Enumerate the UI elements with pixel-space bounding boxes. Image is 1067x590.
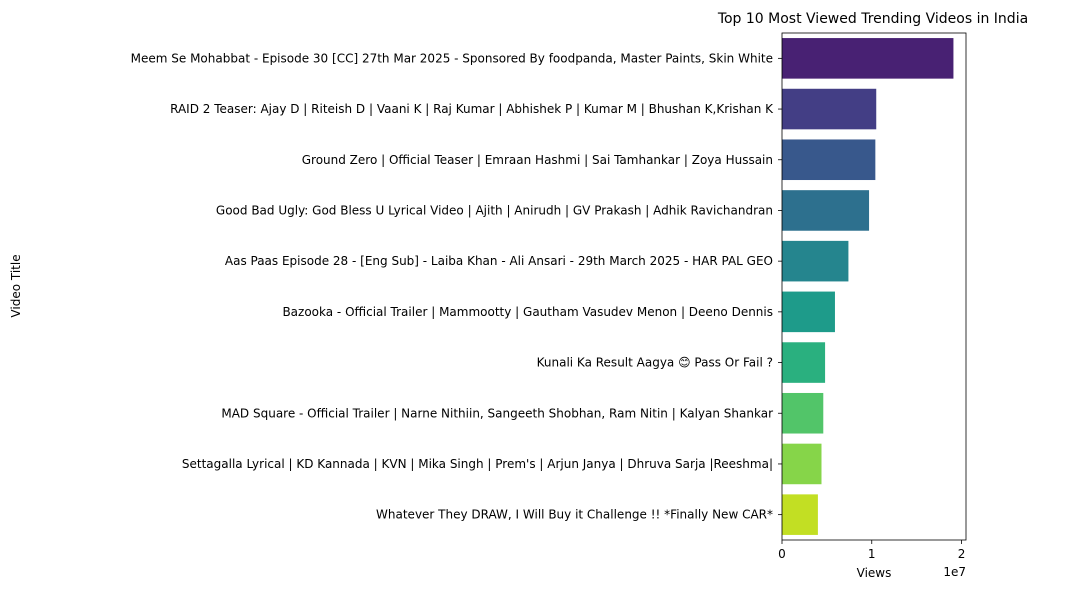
x-tick-label-1: 0	[778, 547, 786, 561]
x-axis-label: Views	[857, 566, 892, 580]
bar-5	[782, 240, 849, 282]
category-label-4: Good Bad Ugly: God Bless U Lyrical Video…	[216, 203, 773, 217]
bar-9	[782, 443, 822, 485]
x-tick-label-3: 2	[958, 547, 966, 561]
chart-title: Top 10 Most Viewed Trending Videos in In…	[717, 11, 1028, 27]
category-label-6: Bazooka - Official Trailer | Mammootty |…	[282, 305, 773, 319]
category-label-9: Settagalla Lyrical | KD Kannada | KVN | …	[182, 457, 773, 471]
bar-8	[782, 392, 824, 434]
bar-2	[782, 88, 877, 130]
category-labels: Meem Se Mohabbat - Episode 30 [CC] 27th …	[131, 51, 782, 522]
bar-4	[782, 190, 870, 231]
category-label-7: Kunali Ka Result Aagya 😊 Pass Or Fail ?	[537, 356, 773, 370]
category-label-3: Ground Zero | Official Teaser | Emraan H…	[302, 153, 773, 167]
category-label-5: Aas Paas Episode 28 - [Eng Sub] - Laiba …	[225, 254, 773, 268]
bar-6	[782, 291, 835, 333]
bar-1	[782, 38, 954, 79]
bar-10	[782, 494, 818, 535]
y-axis-label: Video Title	[9, 254, 23, 317]
category-label-10: Whatever They DRAW, I Will Buy it Challe…	[376, 508, 773, 522]
x-axis-ticks: 0 1 2	[778, 540, 965, 561]
plot-frame	[781, 32, 967, 541]
bar-3	[782, 139, 876, 181]
category-label-8: MAD Square - Official Trailer | Narne Ni…	[221, 406, 773, 420]
x-tick-label-2: 1	[868, 547, 876, 561]
bar-7	[782, 342, 826, 383]
x-axis-offset-label: 1e7	[943, 565, 966, 579]
category-label-1: Meem Se Mohabbat - Episode 30 [CC] 27th …	[131, 51, 773, 65]
category-label-2: RAID 2 Teaser: Ajay D | Riteish D | Vaan…	[170, 102, 774, 116]
bars-group	[782, 38, 954, 535]
